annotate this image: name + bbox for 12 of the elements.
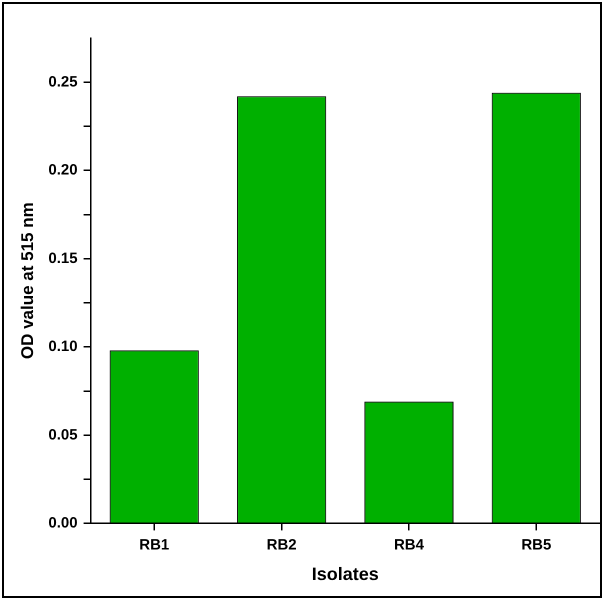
x-tick-label: RB2 <box>266 536 297 554</box>
y-tick-label: 0.10 <box>48 338 78 356</box>
y-tick-label: 0.20 <box>48 162 78 179</box>
y-tick-label: 0.05 <box>48 426 78 444</box>
x-tick-label: RB4 <box>394 536 425 554</box>
y-tick-label: 0.15 <box>48 250 78 267</box>
x-tick-label: RB1 <box>139 536 170 554</box>
y-tick-label: 0.25 <box>48 73 78 90</box>
x-tick-label: RB5 <box>521 536 552 554</box>
y-tick-label: 0.00 <box>48 514 78 532</box>
y-axis-title: OD value at 515 nm <box>18 202 37 360</box>
x-axis-title: Isolates <box>312 564 379 584</box>
